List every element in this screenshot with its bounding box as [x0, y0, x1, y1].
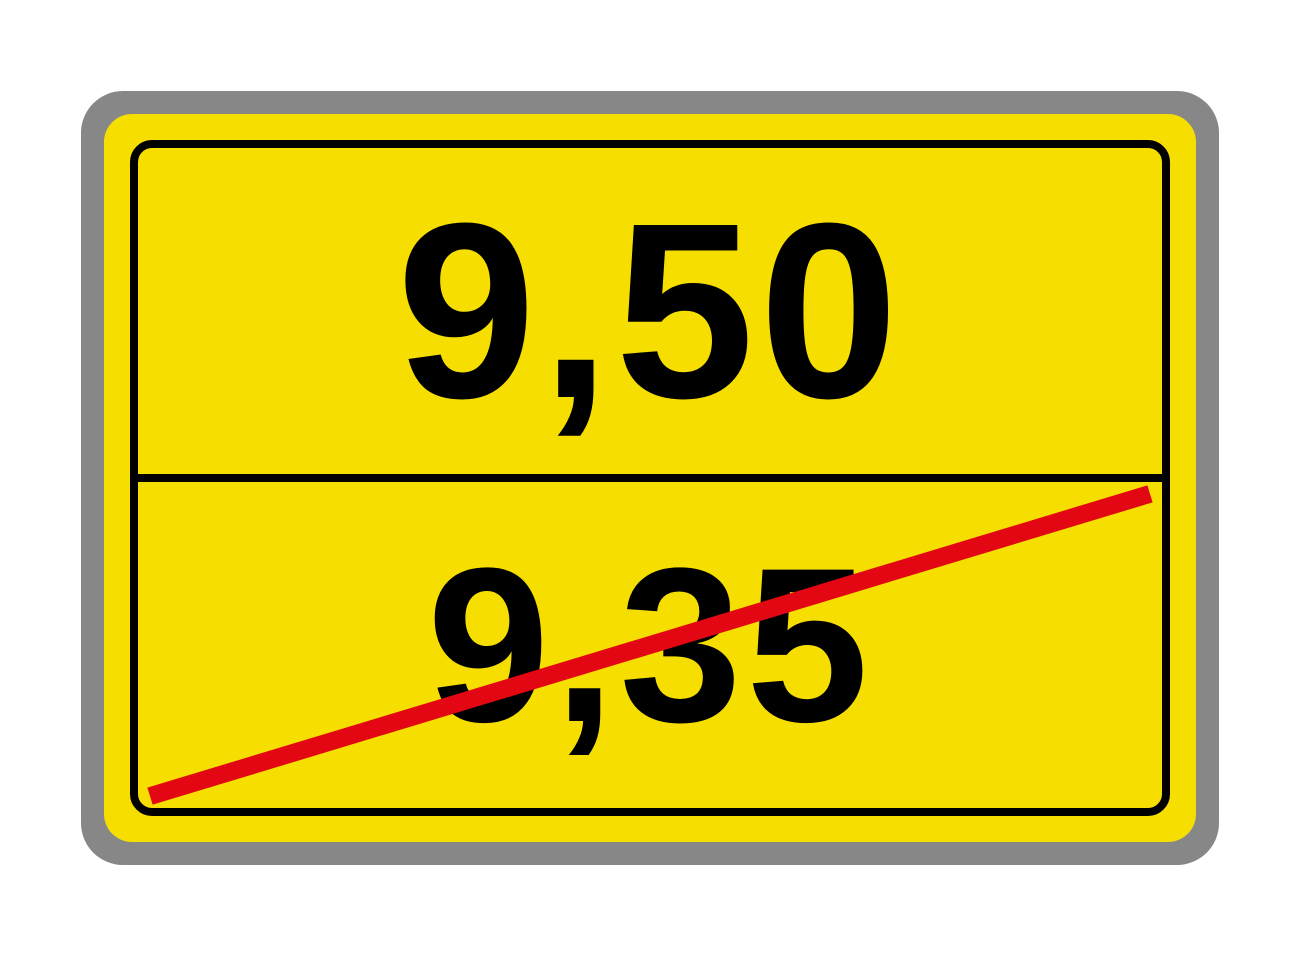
sign-top-section: 9,50: [138, 148, 1162, 482]
top-value: 9,50: [397, 186, 904, 436]
sign-outer-frame: 9,50 9,35: [81, 91, 1219, 865]
bottom-value: 9,35: [427, 535, 873, 755]
sign-inner-border: 9,50 9,35: [130, 140, 1170, 816]
sign-bottom-section: 9,35: [138, 482, 1162, 808]
sign-yellow-panel: 9,50 9,35: [104, 114, 1196, 842]
